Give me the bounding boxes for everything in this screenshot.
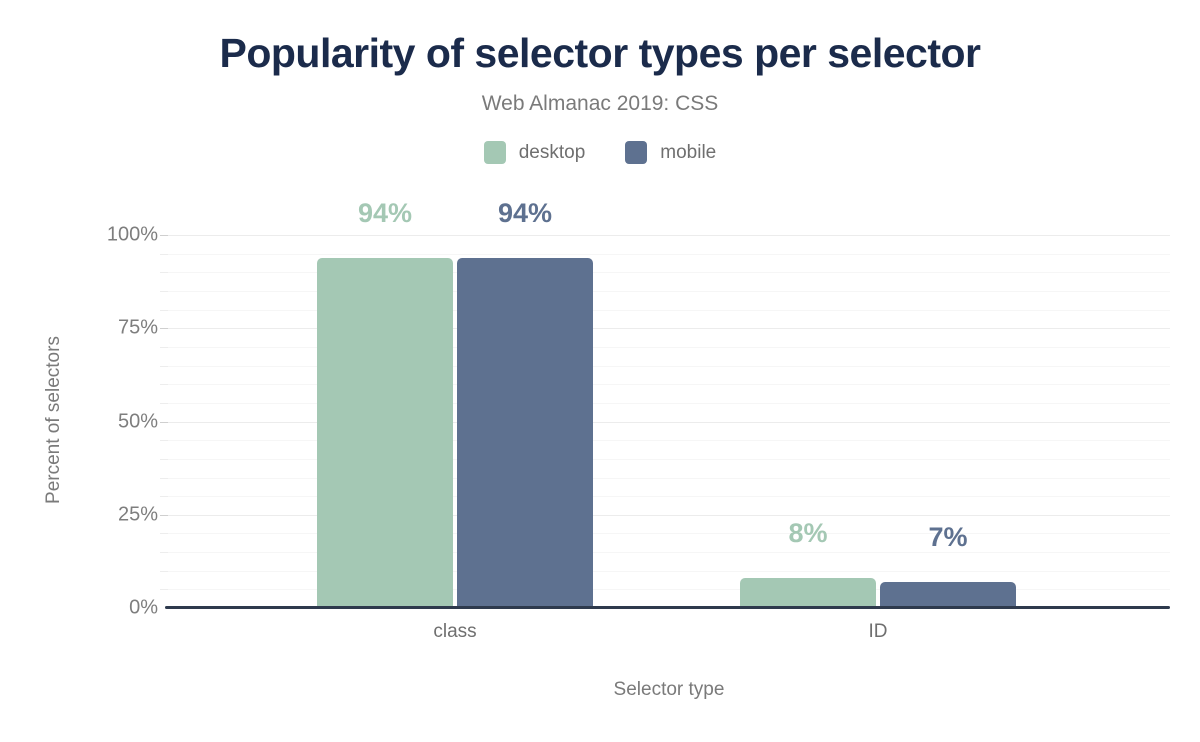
y-axis-tick bbox=[160, 477, 168, 479]
category-label-ID: ID bbox=[868, 621, 888, 642]
legend-item-mobile[interactable]: mobile bbox=[625, 141, 716, 164]
legend-swatch-mobile bbox=[625, 141, 648, 164]
y-axis-tick bbox=[160, 496, 168, 498]
y-axis-tick bbox=[160, 421, 168, 423]
x-axis-title: Selector type bbox=[613, 679, 725, 700]
major-gridline bbox=[168, 328, 1170, 330]
y-axis-tick bbox=[160, 272, 168, 274]
y-axis-tick bbox=[160, 514, 168, 516]
minor-gridline bbox=[168, 253, 1170, 255]
y-tick-label: 75% bbox=[117, 316, 158, 339]
bar-mobile-class bbox=[457, 257, 593, 608]
minor-gridline bbox=[168, 552, 1170, 554]
y-axis-tick bbox=[160, 309, 168, 311]
y-axis-tick bbox=[160, 384, 168, 386]
legend-label: desktop bbox=[518, 141, 586, 163]
y-axis-tick bbox=[160, 328, 168, 330]
bar-desktop-ID bbox=[740, 578, 876, 608]
legend-item-desktop[interactable]: desktop bbox=[483, 141, 586, 164]
chart-subtitle: Web Almanac 2019: CSS bbox=[481, 92, 719, 115]
bar-mobile-ID bbox=[880, 581, 1016, 608]
minor-gridline bbox=[168, 384, 1170, 386]
y-tick-label: 0% bbox=[129, 596, 158, 619]
y-tick-label: 100% bbox=[106, 223, 158, 246]
minor-gridline bbox=[168, 365, 1170, 367]
y-axis-tick bbox=[160, 235, 168, 237]
y-axis-tick bbox=[160, 458, 168, 460]
y-axis-tick bbox=[160, 589, 168, 591]
minor-gridline bbox=[168, 272, 1170, 274]
legend-label: mobile bbox=[660, 141, 717, 163]
y-axis-tick bbox=[160, 253, 168, 255]
y-tick-label: 25% bbox=[117, 503, 158, 526]
major-gridline bbox=[168, 421, 1170, 423]
value-label-mobile-class: 94% bbox=[497, 197, 553, 228]
y-axis-tick bbox=[160, 533, 168, 535]
minor-gridline bbox=[168, 402, 1170, 404]
legend: desktop mobile bbox=[0, 141, 1200, 164]
major-gridline bbox=[168, 235, 1170, 237]
x-axis-line bbox=[165, 606, 1170, 609]
y-axis-tick bbox=[160, 570, 168, 572]
category-label-class: class bbox=[433, 621, 477, 642]
minor-gridline bbox=[168, 589, 1170, 591]
value-label-desktop-class: 94% bbox=[357, 197, 413, 228]
y-axis-tick bbox=[160, 291, 168, 293]
minor-gridline bbox=[168, 496, 1170, 498]
y-axis-tick bbox=[160, 440, 168, 442]
y-axis-tick bbox=[160, 347, 168, 349]
value-label-mobile-ID: 7% bbox=[928, 521, 968, 552]
bar-desktop-class bbox=[317, 257, 453, 608]
y-axis-tick bbox=[160, 402, 168, 404]
y-tick-label: 50% bbox=[117, 410, 158, 433]
minor-gridline bbox=[168, 477, 1170, 479]
minor-gridline bbox=[168, 347, 1170, 349]
major-gridline bbox=[168, 514, 1170, 516]
chart-title: Popularity of selector types per selecto… bbox=[219, 30, 981, 76]
y-axis-tick bbox=[160, 552, 168, 554]
minor-gridline bbox=[168, 291, 1170, 293]
minor-gridline bbox=[168, 570, 1170, 572]
legend-swatch-desktop bbox=[483, 141, 506, 164]
minor-gridline bbox=[168, 458, 1170, 460]
y-axis-tick bbox=[160, 365, 168, 367]
minor-gridline bbox=[168, 309, 1170, 311]
value-label-desktop-ID: 8% bbox=[788, 518, 828, 549]
minor-gridline bbox=[168, 533, 1170, 535]
minor-gridline bbox=[168, 440, 1170, 442]
